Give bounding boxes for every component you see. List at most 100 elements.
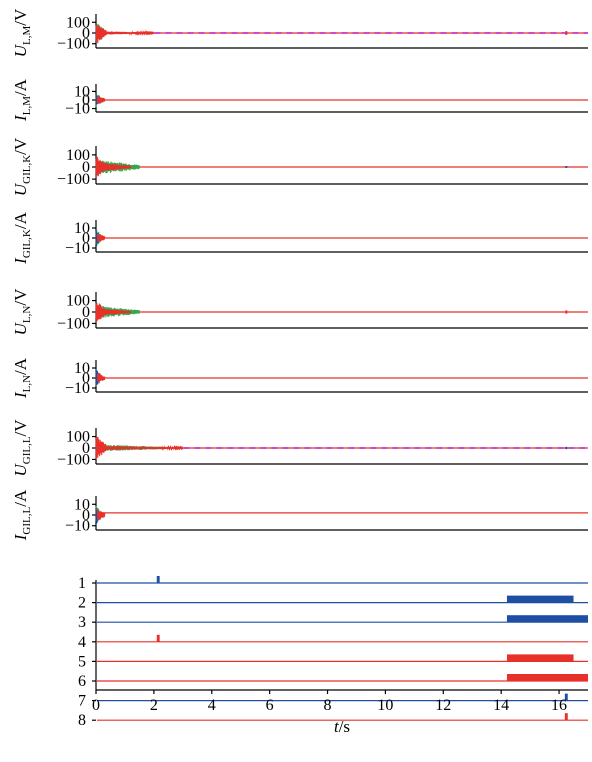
status-label: 2 [78,595,86,612]
y-axis-label: UGIL,L/V [11,419,33,477]
y-tick-label: −10 [65,240,90,257]
y-axis-label: IL,N/A [11,357,33,399]
y-label-symbol: U [11,43,30,57]
status-pulse-1 [156,576,160,583]
y-tick-label: 0 [82,304,90,321]
y-tick-label: 0 [82,507,90,524]
status-pulse-6 [506,674,588,681]
panel-i-gilk: 100−10 IGIL,K/A [11,211,588,265]
status-pulse-4 [156,634,160,642]
y-label-symbol: U [11,321,30,335]
x-tick-label: 2 [150,697,158,714]
y-label-unit: /A [11,357,30,375]
x-tick-label: 12 [435,697,451,714]
y-tick-label: 0 [82,440,90,457]
y-axis-label: UGIL,K/V [11,137,33,196]
y-label-subscript: L,M [21,26,33,45]
y-label-subscript: L,M [21,96,33,115]
y-label-symbol: I [11,391,30,399]
series-transient [96,96,106,104]
y-tick-label: −100 [57,171,90,188]
status-pulse-7 [564,693,568,701]
y-tick-label: −10 [65,518,90,535]
y-label-subscript: GIL,K [21,229,33,258]
series-transient [95,24,107,43]
status-label: 8 [78,712,86,729]
series-transient [104,309,132,315]
y-label-symbol: U [11,463,30,477]
y-label-unit: /V [11,288,30,306]
y-label-unit: /V [11,137,30,155]
x-label-variable: t [334,717,340,736]
y-label-unit: /A [11,211,30,229]
x-tick-label: 10 [377,697,393,714]
y-tick-label: −10 [65,101,90,118]
status-label: 5 [78,653,86,670]
y-label-subscript: GIL,L [21,436,33,464]
y-tick-label: 0 [82,92,90,109]
status-pulse-3 [506,615,588,623]
status-pulse-2 [506,595,574,603]
status-label: 6 [78,673,86,690]
y-tick-label: 10 [74,220,90,237]
y-label-unit: /A [11,489,30,507]
status-label: 4 [78,634,86,651]
series-transient [96,373,106,383]
series-transient [104,162,132,171]
y-tick-label: 10 [74,360,90,377]
y-axis-label: UL,N/V [11,288,33,335]
y-label-unit: /A [11,78,30,96]
status-label: 1 [78,575,86,592]
x-tick-label: 16 [551,697,567,714]
x-tick-label: 6 [266,697,274,714]
y-tick-label: 0 [82,370,90,387]
y-tick-label: 0 [82,25,90,42]
x-tick-label: 14 [493,697,509,714]
y-tick-label: −10 [65,380,90,397]
x-tick-label: 8 [324,697,332,714]
status-label: 7 [78,693,86,710]
x-axis-label: t/s [334,717,350,736]
y-tick-label: 0 [82,159,90,176]
y-tick-label: 10 [74,496,90,513]
y-label-symbol: I [11,257,30,265]
y-label-symbol: I [11,533,30,541]
x-tick-label: 0 [92,697,100,714]
series-transient [105,445,184,451]
series-transient [96,509,106,520]
panel-i-ln: 100−10 IL,N/A [11,357,588,399]
y-tick-label: 10 [74,83,90,100]
y-label-unit: /V [11,8,30,26]
x-tick-label: 4 [208,697,216,714]
series-transient [95,156,106,179]
status-pulse-5 [506,654,574,662]
y-label-subscript: GIL,L [21,506,33,534]
x-label-unit: /s [339,717,350,736]
y-label-symbol: U [11,182,30,196]
y-axis-label: IL,M/A [11,78,33,122]
y-axis-label: IGIL,K/A [11,211,33,264]
series-transient [95,436,107,460]
status-label: 3 [78,614,86,631]
y-label-subscript: L,N [21,375,33,392]
y-label-subscript: L,N [21,306,33,323]
y-tick-label: 100 [66,14,90,31]
y-tick-label: 100 [66,293,90,310]
y-tick-label: 0 [82,230,90,247]
y-axis-label: IGIL,L/A [11,489,33,541]
status-pulse-8 [564,713,568,721]
series-transient [95,303,106,323]
panel-i-gill: 100−10 IGIL,L/A [11,489,588,541]
y-label-subscript: GIL,K [21,155,33,184]
y-tick-label: −100 [57,36,90,53]
series-transient [96,233,106,242]
y-tick-label: 100 [66,147,90,164]
series-transient [105,30,155,36]
y-label-symbol: I [11,114,30,122]
y-label-unit: /V [11,419,30,437]
